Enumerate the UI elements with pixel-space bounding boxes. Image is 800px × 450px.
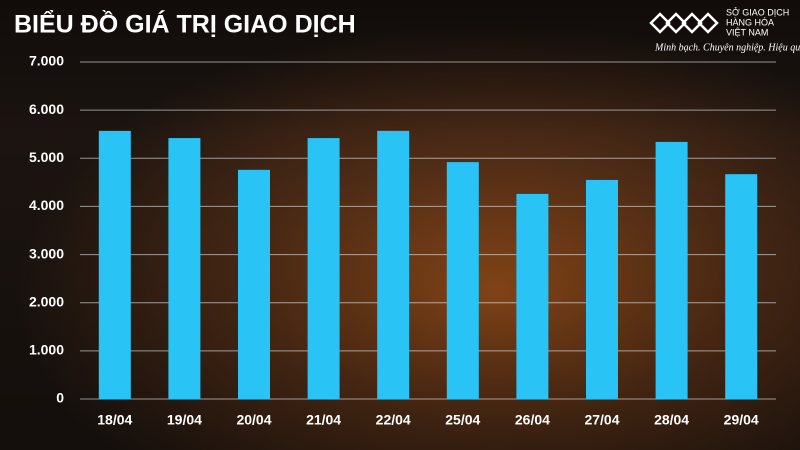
bar <box>238 169 270 399</box>
x-tick-label: 21/04 <box>306 412 341 428</box>
x-tick-label: 27/04 <box>584 412 619 428</box>
x-tick-label: 28/04 <box>654 412 689 428</box>
bar <box>586 179 618 399</box>
x-tick-label: 22/04 <box>376 412 411 428</box>
y-tick-label: 3.000 <box>29 245 64 261</box>
logo: SỞ GIAO DỊCH HÀNG HÓA VIỆT NAM Minh bạch… <box>649 6 800 53</box>
x-tick-label: 18/04 <box>97 412 132 428</box>
y-tick-label: 7.000 <box>29 53 64 69</box>
chart-title: BIỂU ĐỒ GIÁ TRỊ GIAO DỊCH <box>14 9 356 39</box>
x-tick-label: 19/04 <box>167 412 202 428</box>
y-tick-label: 0 <box>56 390 64 406</box>
x-tick-label: 25/04 <box>445 412 480 428</box>
bar <box>377 130 410 399</box>
y-tick-label: 4.000 <box>29 197 64 213</box>
x-tick-label: 26/04 <box>515 412 550 428</box>
bar <box>307 138 340 399</box>
brand-name: HÀNG HÓA <box>726 17 774 27</box>
bar <box>168 138 201 399</box>
y-tick-label: 6.000 <box>29 101 64 117</box>
x-tick-label: 29/04 <box>724 412 759 428</box>
bar <box>98 130 131 399</box>
y-tick-label: 2.000 <box>29 293 64 309</box>
bar <box>725 174 758 399</box>
bar <box>446 162 479 399</box>
brand-name: SỞ GIAO DỊCH <box>726 6 789 17</box>
brand-tagline: Minh bạch. Chuyên nghiệp. Hiệu quả <box>654 42 800 53</box>
y-tick-label: 1.000 <box>29 342 64 358</box>
x-tick-label: 20/04 <box>236 412 271 428</box>
y-tick-label: 5.000 <box>29 149 64 165</box>
brand-name: VIỆT NAM <box>726 27 768 37</box>
bar <box>655 141 688 399</box>
bar <box>516 193 549 399</box>
